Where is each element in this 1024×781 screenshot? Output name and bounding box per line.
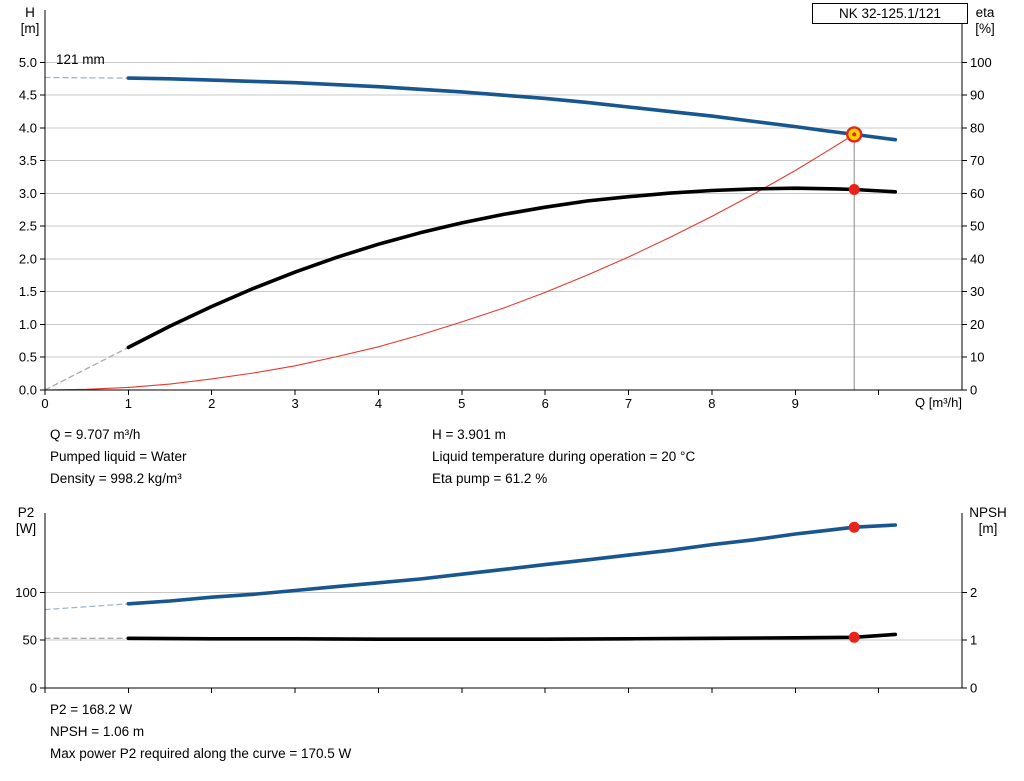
left-tick-label: 5.0 bbox=[19, 55, 37, 70]
npsh-axis-label: NPSH [m] bbox=[958, 505, 1018, 537]
left-tick-label: 3.0 bbox=[19, 186, 37, 201]
x-tick-label: 8 bbox=[708, 396, 715, 411]
pumped-liquid-text: Pumped liquid = Water bbox=[50, 449, 187, 464]
p2-curve-extrapolated bbox=[44, 603, 130, 611]
right-tick-label: 0 bbox=[970, 681, 977, 696]
p2-axis-label-line1: P2 bbox=[17, 505, 35, 520]
duty-point-center bbox=[852, 132, 857, 137]
right-tick-label: 2 bbox=[970, 585, 977, 600]
p2-curve bbox=[126, 523, 898, 606]
p2-npsh-chart: 0 50 100 0 1 2 bbox=[15, 513, 977, 696]
npsh-axis-label-line1: NPSH bbox=[969, 505, 1007, 520]
eta-axis-label-line2: [%] bbox=[975, 21, 995, 36]
liquid-temperature-text: Liquid temperature during operation = 20… bbox=[432, 449, 696, 464]
left-tick-label: 2.5 bbox=[19, 219, 37, 234]
eta-curve-extrapolated bbox=[44, 346, 130, 391]
h-axis-label-line1: H bbox=[25, 5, 35, 20]
duty-head-text: H = 3.901 m bbox=[432, 427, 506, 442]
x-tick-label: 3 bbox=[291, 396, 298, 411]
x-tick-label: 5 bbox=[458, 396, 465, 411]
pump-model-badge: NK 32-125.1/121 bbox=[812, 3, 968, 24]
h-axis-label: H [m] bbox=[12, 5, 48, 37]
left-tick-label: 3.5 bbox=[19, 153, 37, 168]
right-tick-label: 20 bbox=[970, 317, 984, 332]
left-tick-label: 100 bbox=[15, 585, 37, 600]
left-tick-label: 4.5 bbox=[19, 88, 37, 103]
p2-axis-label-line2: [W] bbox=[15, 521, 37, 536]
right-tick-label: 10 bbox=[970, 350, 984, 365]
head-curve bbox=[126, 76, 898, 142]
head-curve-extrapolated bbox=[44, 76, 130, 79]
x-tick-label: 9 bbox=[792, 396, 799, 411]
h-axis-label-line2: [m] bbox=[20, 21, 40, 36]
npsh-duty-point bbox=[848, 631, 860, 643]
npsh-curve bbox=[126, 632, 898, 641]
duty-results-left: Q = 9.707 m³/h Pumped liquid = Water Den… bbox=[50, 424, 186, 490]
right-tick-label: 30 bbox=[970, 284, 984, 299]
right-tick-label: 80 bbox=[970, 120, 984, 135]
left-tick-label: 0.0 bbox=[19, 383, 37, 398]
left-tick-label: 4.0 bbox=[19, 120, 37, 135]
x-tick-label: 7 bbox=[625, 396, 632, 411]
npsh-result-text: NPSH = 1.06 m bbox=[50, 724, 145, 739]
left-tick-label: 2.0 bbox=[19, 252, 37, 267]
right-tick-label: 0 bbox=[970, 383, 977, 398]
duty-results-right: H = 3.901 m Liquid temperature during op… bbox=[432, 424, 695, 490]
impeller-diameter-label: 121 mm bbox=[56, 52, 105, 67]
q-axis-label: Q [m³/h] bbox=[915, 395, 962, 410]
eta-pump-text: Eta pump = 61.2 % bbox=[432, 471, 548, 486]
right-tick-label: 40 bbox=[970, 252, 984, 267]
power-results: P2 = 168.2 W NPSH = 1.06 m Max power P2 … bbox=[50, 699, 351, 765]
x-tick-label: 4 bbox=[375, 396, 382, 411]
density-text: Density = 998.2 kg/m³ bbox=[50, 471, 182, 486]
right-tick-label: 90 bbox=[970, 88, 984, 103]
x-tick-label: 6 bbox=[542, 396, 549, 411]
eta-duty-point bbox=[848, 184, 860, 195]
right-tick-label: 1 bbox=[970, 633, 977, 648]
hq-eta-chart: 0.00.51.01.52.02.53.03.54.04.55.00102030… bbox=[19, 10, 992, 411]
p2-axis-label: P2 [W] bbox=[6, 505, 46, 537]
p2-duty-point bbox=[848, 521, 860, 533]
max-power-text: Max power P2 required along the curve = … bbox=[50, 746, 352, 761]
right-tick-label: 60 bbox=[970, 186, 984, 201]
left-tick-label: 1.5 bbox=[19, 284, 37, 299]
eta-axis-label: eta [%] bbox=[962, 5, 1008, 37]
eta-curve bbox=[126, 186, 898, 350]
left-tick-label: 50 bbox=[23, 633, 37, 648]
right-tick-label: 100 bbox=[970, 55, 992, 70]
duty-flow-text: Q = 9.707 m³/h bbox=[50, 427, 141, 442]
x-tick-label: 2 bbox=[208, 396, 215, 411]
left-tick-label: 1.0 bbox=[19, 317, 37, 332]
eta-axis-label-line1: eta bbox=[975, 5, 995, 20]
p2-result-text: P2 = 168.2 W bbox=[50, 702, 133, 717]
right-tick-label: 50 bbox=[970, 219, 984, 234]
system-curve bbox=[44, 133, 855, 391]
x-tick-label: 1 bbox=[125, 396, 132, 411]
x-tick-label: 0 bbox=[41, 396, 48, 411]
right-tick-label: 70 bbox=[970, 153, 984, 168]
left-tick-label: 0 bbox=[30, 681, 37, 696]
npsh-axis-label-line2: [m] bbox=[978, 521, 998, 536]
left-tick-label: 0.5 bbox=[19, 350, 37, 365]
